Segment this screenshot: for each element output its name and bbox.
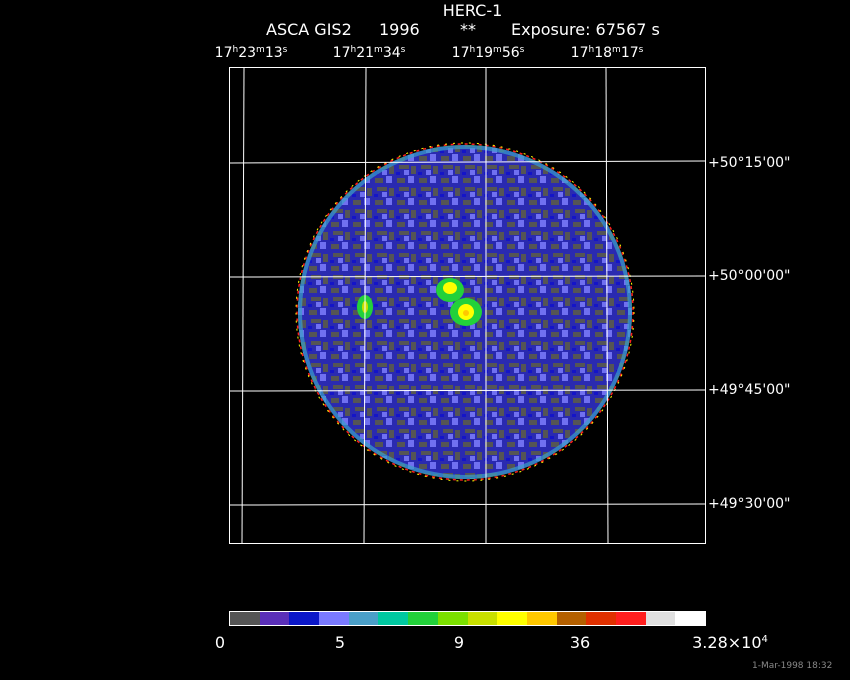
dec-tick-label: +49°45'00" [708, 382, 791, 398]
year-label: 1996 [379, 20, 420, 39]
instrument-label: ASCA GIS2 [266, 20, 352, 39]
colorbar-swatch [497, 612, 527, 625]
colorbar-swatch [586, 612, 616, 625]
colorbar-swatch [259, 612, 290, 625]
dec-tick-label: +50°15'00" [708, 155, 791, 171]
colorbar-swatch [348, 612, 379, 625]
marker-label: ** [460, 20, 476, 39]
ra-tick-label: 17h18m17s [570, 45, 644, 61]
colorbar-swatch [437, 612, 468, 625]
colorbar-label: 9 [453, 633, 465, 652]
colorbar-swatch [378, 612, 409, 625]
ra-tick-label: 17h19m56s [451, 45, 525, 61]
exposure-label: Exposure: 67567 s [511, 20, 660, 39]
colorbar-swatch [230, 612, 260, 625]
dec-tick-label: +50°00'00" [708, 268, 791, 284]
color-scale-bar [229, 611, 706, 626]
colorbar-swatch [319, 612, 349, 625]
coordinate-grid [229, 67, 706, 544]
colorbar-label: 0 [214, 633, 226, 652]
colorbar-label: 36 [569, 633, 591, 652]
colorbar-swatch [675, 612, 705, 625]
colorbar-swatch [556, 612, 587, 625]
colorbar-swatch [645, 612, 676, 625]
ra-tick-label: 17h23m13s [214, 45, 288, 61]
colorbar-label: 3.28×104 [692, 633, 768, 652]
colorbar-swatch [467, 612, 498, 625]
colorbar-label: 5 [334, 633, 346, 652]
ra-tick-label: 17h21m34s [332, 45, 406, 61]
colorbar-swatch [289, 612, 320, 625]
dec-tick-label: +49°30'00" [708, 496, 791, 512]
colorbar-swatch [526, 612, 557, 625]
image-title: HERC-1 [442, 1, 503, 20]
timestamp: 1-Mar-1998 18:32 [752, 661, 833, 671]
colorbar-swatch [615, 612, 646, 625]
colorbar-swatch [408, 612, 438, 625]
